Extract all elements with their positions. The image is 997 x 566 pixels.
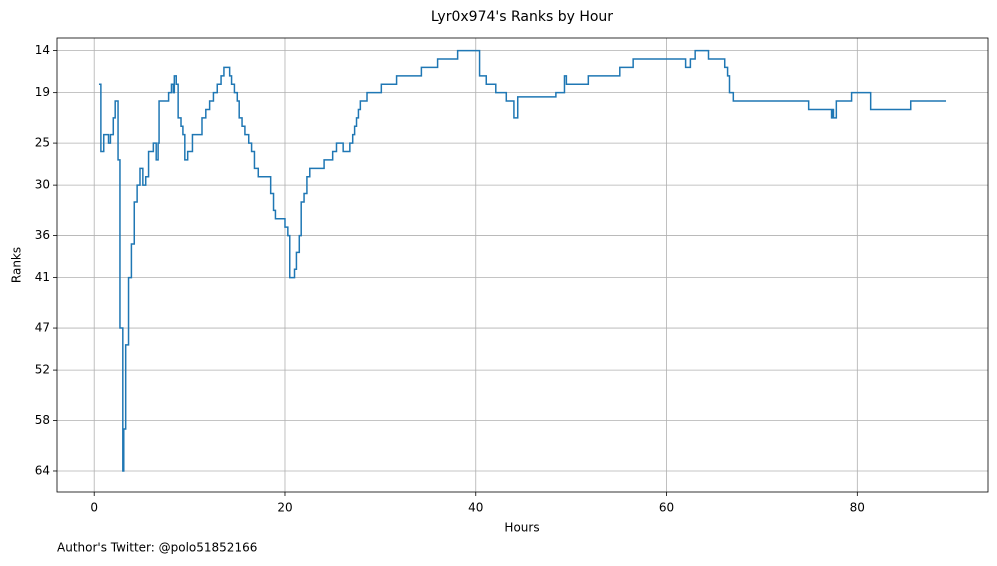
y-tick-label: 47 xyxy=(35,321,50,335)
x-tick-label: 0 xyxy=(90,501,98,515)
y-axis-label: Ranks xyxy=(10,247,24,283)
plot-frame xyxy=(56,37,989,493)
y-tick-label: 52 xyxy=(35,363,50,377)
x-axis-label: Hours xyxy=(504,521,539,535)
x-tick-label: 80 xyxy=(850,501,865,515)
y-tick-label: 14 xyxy=(35,43,50,57)
y-tick-label: 58 xyxy=(35,413,50,427)
x-tick-label: 20 xyxy=(277,501,292,515)
y-tick-label: 36 xyxy=(35,228,50,242)
rank-line xyxy=(98,49,947,472)
y-tick-label: 64 xyxy=(35,463,50,477)
y-tick-label: 30 xyxy=(35,178,50,192)
footer-note: Author's Twitter: @polo51852166 xyxy=(57,541,257,555)
chart-title: Lyr0x974's Ranks by Hour xyxy=(431,9,613,25)
y-tick-label: 41 xyxy=(35,270,50,284)
x-tick-label: 60 xyxy=(659,501,674,515)
y-tick-label: 19 xyxy=(35,85,50,99)
x-tick-label: 40 xyxy=(468,501,483,515)
y-tick-label: 25 xyxy=(35,136,50,150)
